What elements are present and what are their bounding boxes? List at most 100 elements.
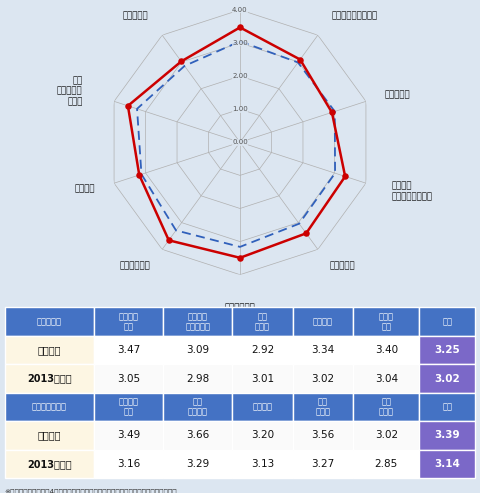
Bar bbox=[293, 393, 353, 421]
Bar bbox=[5, 421, 94, 450]
Text: 平均応答速度: 平均応答速度 bbox=[225, 304, 255, 313]
Text: クオリティ: クオリティ bbox=[37, 317, 62, 326]
Bar bbox=[420, 364, 475, 393]
Bar bbox=[232, 421, 293, 450]
Point bbox=[124, 102, 132, 110]
Text: 損害保険: 損害保険 bbox=[38, 430, 61, 441]
Point bbox=[341, 173, 349, 180]
Point bbox=[236, 254, 244, 262]
Bar bbox=[232, 393, 293, 421]
Text: 3.34: 3.34 bbox=[311, 345, 335, 355]
Text: 3.02: 3.02 bbox=[375, 430, 398, 441]
Text: 通話時間: 通話時間 bbox=[75, 185, 95, 194]
Text: 対応
スキル: 対応 スキル bbox=[255, 312, 270, 331]
Text: 4.00: 4.00 bbox=[232, 7, 248, 13]
Text: 2013全業界: 2013全業界 bbox=[27, 459, 72, 469]
Text: 3.29: 3.29 bbox=[186, 459, 209, 469]
Bar bbox=[293, 421, 353, 450]
Text: 損害保険: 損害保険 bbox=[38, 345, 61, 355]
Text: 3.13: 3.13 bbox=[251, 459, 274, 469]
Text: コミュニケーション: コミュニケーション bbox=[332, 11, 378, 20]
Bar bbox=[420, 336, 475, 364]
Text: 顧客
満足度: 顧客 満足度 bbox=[379, 397, 394, 417]
Bar bbox=[5, 393, 94, 421]
Text: 困難な対応: 困難な対応 bbox=[329, 261, 355, 270]
Point bbox=[302, 229, 310, 237]
Bar bbox=[163, 450, 232, 478]
Bar bbox=[94, 307, 163, 336]
Bar bbox=[420, 393, 475, 421]
Bar bbox=[232, 364, 293, 393]
Text: 困難な
対応: 困難な 対応 bbox=[379, 312, 394, 331]
Bar bbox=[163, 364, 232, 393]
Bar bbox=[420, 450, 475, 478]
Bar bbox=[420, 421, 475, 450]
Text: 3.01: 3.01 bbox=[251, 374, 274, 384]
Text: プロセス
（対応処理手順）: プロセス （対応処理手順） bbox=[391, 182, 432, 201]
Text: パフォーマンス: パフォーマンス bbox=[32, 402, 67, 412]
Text: 0.00: 0.00 bbox=[232, 139, 248, 145]
Text: 電話放棄呼率: 電話放棄呼率 bbox=[120, 261, 151, 270]
Text: 3.39: 3.39 bbox=[434, 430, 460, 441]
Point bbox=[236, 24, 244, 32]
Point bbox=[296, 56, 304, 64]
Text: 2013全業界: 2013全業界 bbox=[27, 374, 72, 384]
Bar bbox=[353, 450, 420, 478]
Text: 3.02: 3.02 bbox=[434, 374, 460, 384]
Text: 3.09: 3.09 bbox=[186, 345, 209, 355]
Bar bbox=[293, 364, 353, 393]
Text: 3.56: 3.56 bbox=[311, 430, 335, 441]
Bar bbox=[5, 450, 94, 478]
Text: 通話時間: 通話時間 bbox=[252, 402, 273, 412]
Bar bbox=[5, 336, 94, 364]
Text: コミュニ
ケーション: コミュニ ケーション bbox=[185, 312, 210, 331]
Point bbox=[178, 58, 185, 66]
Bar bbox=[94, 336, 163, 364]
Text: 3.25: 3.25 bbox=[434, 345, 460, 355]
Text: 合計: 合計 bbox=[443, 402, 452, 412]
Bar bbox=[353, 307, 420, 336]
Text: 合計: 合計 bbox=[443, 317, 452, 326]
Text: 2.00: 2.00 bbox=[232, 73, 248, 79]
Bar bbox=[5, 307, 94, 336]
Bar bbox=[353, 393, 420, 421]
Text: 3.04: 3.04 bbox=[375, 374, 398, 384]
Text: 電話
放棄呼率: 電話 放棄呼率 bbox=[188, 397, 208, 417]
Text: 1.00: 1.00 bbox=[232, 106, 248, 112]
Text: 3.02: 3.02 bbox=[311, 374, 335, 384]
Text: 初回
解決率: 初回 解決率 bbox=[315, 397, 330, 417]
Text: 平均応答
速度: 平均応答 速度 bbox=[119, 397, 139, 417]
Bar bbox=[94, 364, 163, 393]
Bar bbox=[353, 364, 420, 393]
Text: プロセス: プロセス bbox=[313, 317, 333, 326]
Bar bbox=[163, 421, 232, 450]
Bar bbox=[232, 307, 293, 336]
Text: サービス
体制: サービス 体制 bbox=[119, 312, 139, 331]
Text: 3.20: 3.20 bbox=[251, 430, 274, 441]
Bar bbox=[420, 307, 475, 336]
Bar bbox=[94, 393, 163, 421]
Bar bbox=[353, 421, 420, 450]
Text: 顧客満足度: 顧客満足度 bbox=[122, 11, 148, 20]
Text: 3.66: 3.66 bbox=[186, 430, 209, 441]
Bar bbox=[232, 336, 293, 364]
Text: 3.14: 3.14 bbox=[434, 459, 460, 469]
Text: 3.00: 3.00 bbox=[232, 40, 248, 46]
Bar bbox=[163, 393, 232, 421]
Text: 3.16: 3.16 bbox=[117, 459, 141, 469]
Text: 2.92: 2.92 bbox=[251, 345, 274, 355]
Bar bbox=[293, 450, 353, 478]
Text: 2.98: 2.98 bbox=[186, 374, 209, 384]
Bar bbox=[94, 421, 163, 450]
Bar bbox=[293, 336, 353, 364]
Text: 対応スキル: 対応スキル bbox=[385, 91, 410, 100]
Bar bbox=[5, 364, 94, 393]
Text: 初回
コンタクト
解決率: 初回 コンタクト 解決率 bbox=[57, 76, 83, 106]
Bar bbox=[353, 336, 420, 364]
Point bbox=[165, 236, 173, 244]
Bar bbox=[163, 336, 232, 364]
Text: 3.05: 3.05 bbox=[117, 374, 140, 384]
Legend: 損害保険平均, 2013年業界平均: 損害保険平均, 2013年業界平均 bbox=[375, 311, 468, 344]
Text: 3.49: 3.49 bbox=[117, 430, 141, 441]
Text: ※各評価項目の数値は4点満点の評価得点で、一般審査員と専門審査員の平均値を示す: ※各評価項目の数値は4点満点の評価得点で、一般審査員と専門審査員の平均値を示す bbox=[5, 489, 178, 493]
